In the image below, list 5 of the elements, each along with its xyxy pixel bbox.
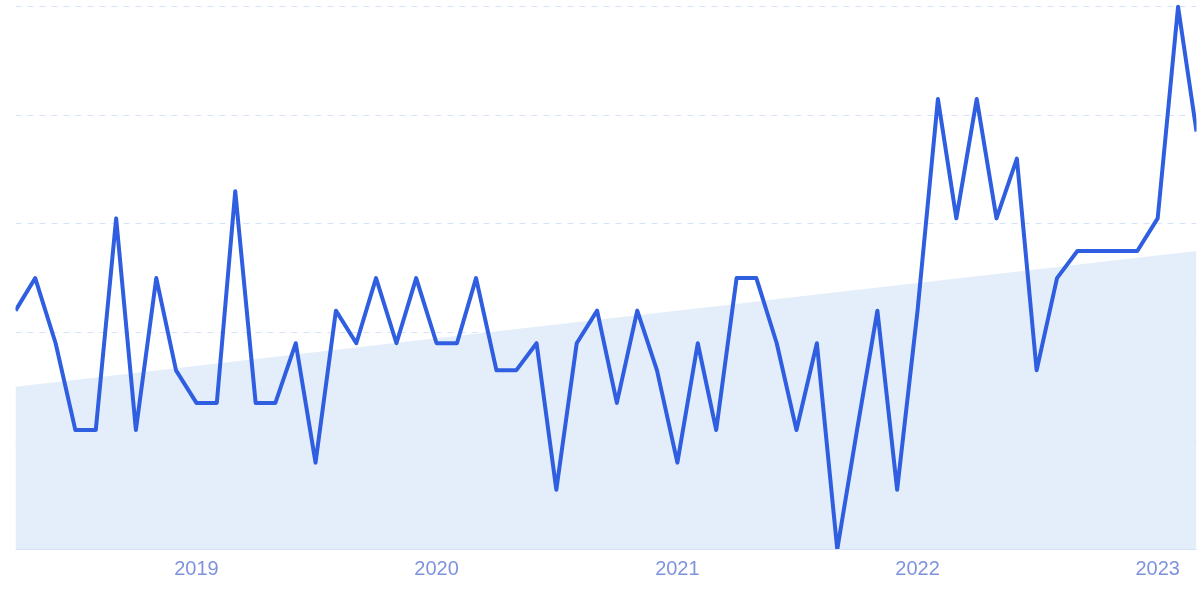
- x-tick-label: 2020: [414, 556, 459, 579]
- x-tick-label: 2023: [1135, 556, 1180, 579]
- x-tick-label: 2019: [174, 556, 219, 579]
- x-tick-label: 2022: [895, 556, 940, 579]
- x-tick-label: 2021: [655, 556, 700, 579]
